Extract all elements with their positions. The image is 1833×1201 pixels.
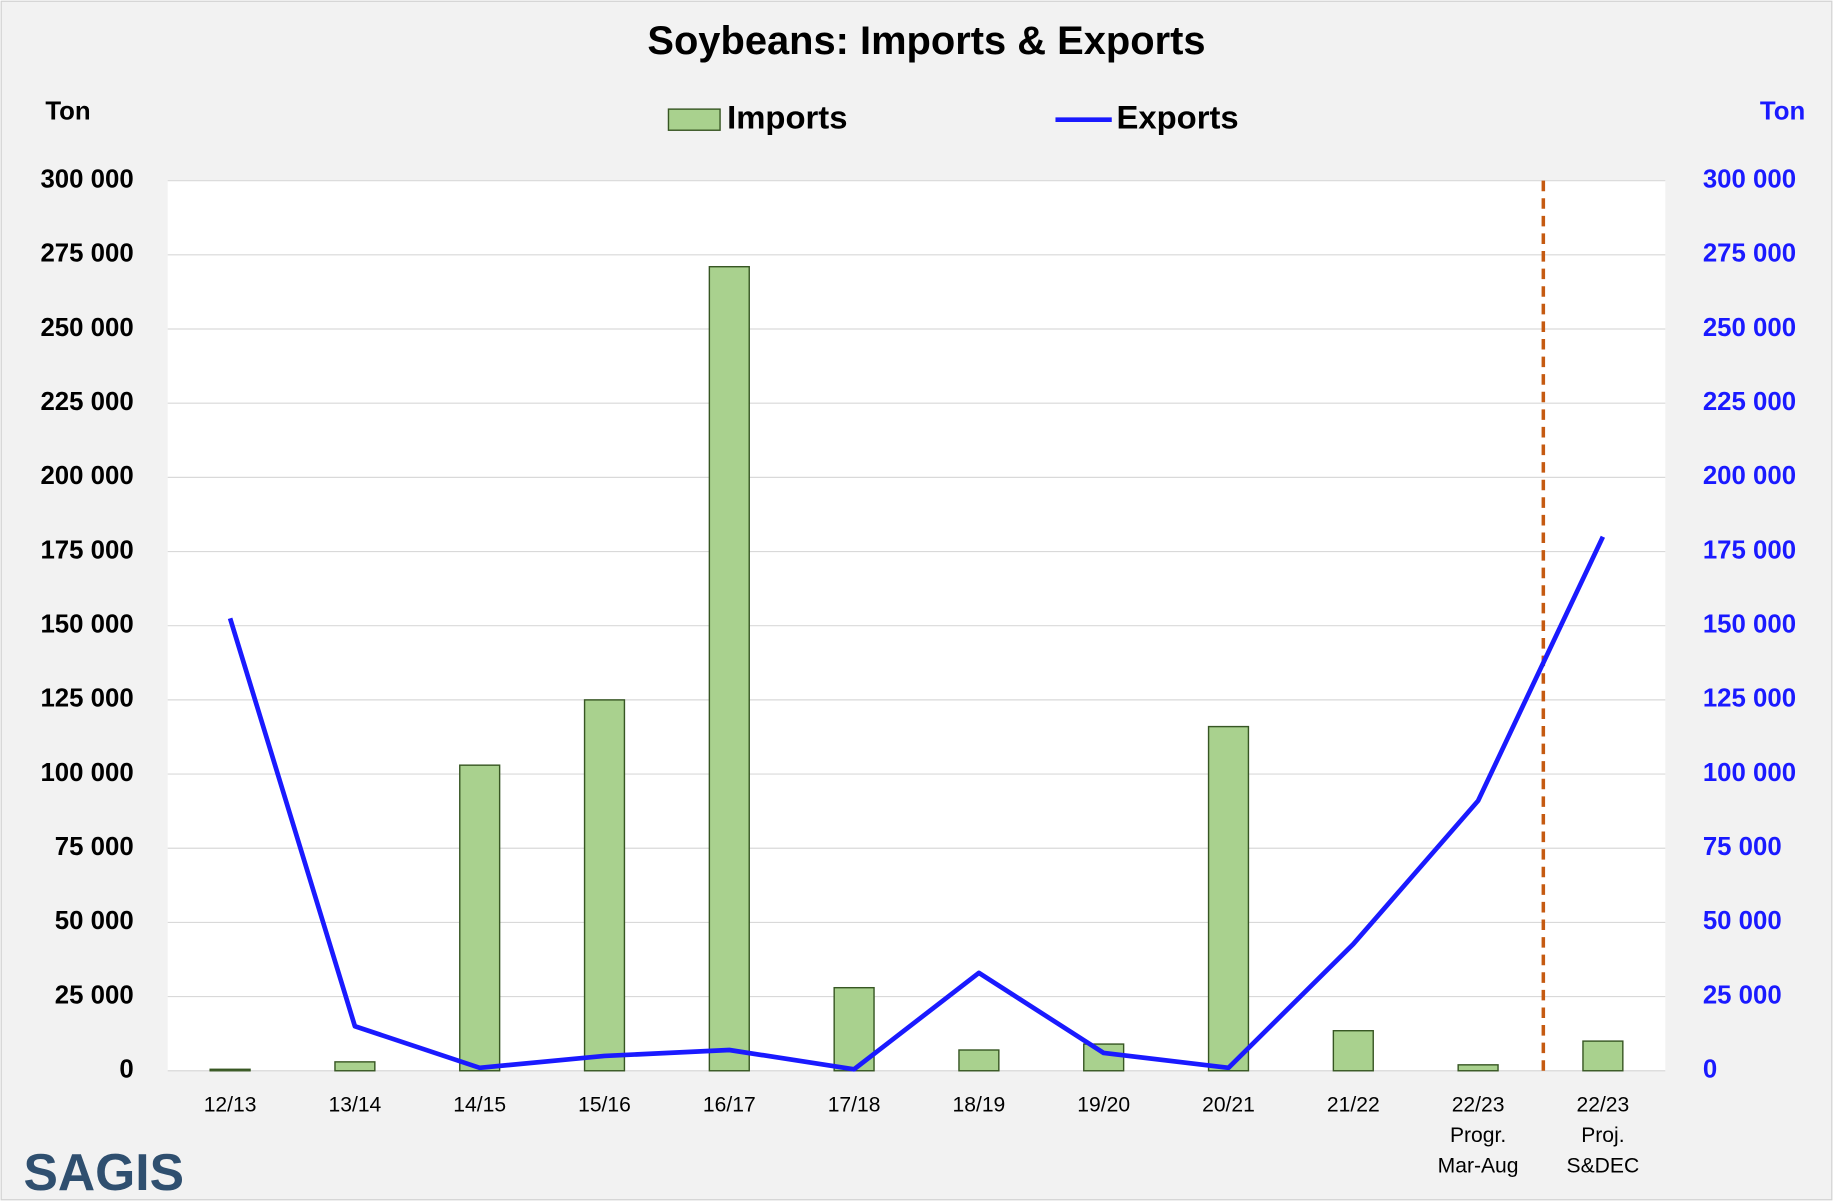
bar [459,764,501,1072]
x-tick-label: 16/17 [703,1094,756,1117]
bar [1207,725,1250,1072]
chart-title: Soybeans: Imports & Exports [647,19,1205,63]
x-tick-label: 14/15 [453,1094,506,1117]
y-tick-label: 200 000 [40,462,133,490]
bar [209,1068,251,1072]
legend-label: Exports [1116,98,1238,135]
bar [708,265,750,1072]
x-tick-label: 22/23 [1452,1094,1505,1117]
y-tick-label: 0 [119,1056,133,1084]
bar [1083,1043,1125,1072]
y2-tick-label: 300 000 [1703,165,1796,193]
legend-label: Imports [727,98,847,135]
x-tick-label: 22/23 [1576,1094,1629,1117]
y-tick-label: 300 000 [40,165,133,193]
y-tick-label: 125 000 [40,685,133,713]
x-tick-label: 17/18 [828,1094,881,1117]
bar [1332,1030,1374,1072]
y2-tick-label: 275 000 [1703,240,1796,268]
y2-axis-label: Ton [1760,97,1805,125]
x-tick-label: Progr. [1450,1124,1506,1147]
y2-tick-label: 50 000 [1703,907,1782,935]
logo: SAGIS [23,1143,184,1201]
x-tick-label: Proj. [1581,1124,1624,1147]
bar [958,1049,1000,1072]
y2-tick-label: 75 000 [1703,833,1782,861]
y-tick-label: 175 000 [40,536,133,564]
y-tick-label: 150 000 [40,611,133,639]
x-tick-label: 18/19 [953,1094,1006,1117]
y-tick-label: 75 000 [55,833,134,861]
bar [334,1061,376,1072]
x-tick-label: 20/21 [1202,1094,1255,1117]
legend-swatch [667,108,721,131]
y2-tick-label: 25 000 [1703,981,1782,1009]
y-tick-label: 25 000 [55,981,134,1009]
y-tick-label: 100 000 [40,759,133,787]
y-tick-label: 250 000 [40,314,133,342]
bar [1582,1040,1624,1072]
x-tick-label: 19/20 [1077,1094,1130,1117]
line [227,535,1606,1072]
y2-tick-label: 250 000 [1703,314,1796,342]
x-tick-label: 15/16 [578,1094,631,1117]
y2-tick-label: 225 000 [1703,388,1796,416]
x-tick-label: 13/14 [329,1094,382,1117]
y2-tick-label: 200 000 [1703,462,1796,490]
y-axis-label: Ton [45,97,90,125]
bar [1457,1064,1499,1072]
y-tick-label: 225 000 [40,388,133,416]
y2-tick-label: 125 000 [1703,685,1796,713]
x-tick-label: 12/13 [204,1094,257,1117]
y2-tick-label: 0 [1703,1056,1717,1084]
y-tick-label: 50 000 [55,907,134,935]
bar [583,699,626,1072]
y-tick-label: 275 000 [40,240,133,268]
y2-tick-label: 150 000 [1703,611,1796,639]
x-tick-label: Mar-Aug [1438,1155,1519,1178]
y2-tick-label: 175 000 [1703,536,1796,564]
x-tick-label: S&DEC [1567,1155,1640,1178]
x-tick-label: 21/22 [1327,1094,1380,1117]
y2-tick-label: 100 000 [1703,759,1796,787]
